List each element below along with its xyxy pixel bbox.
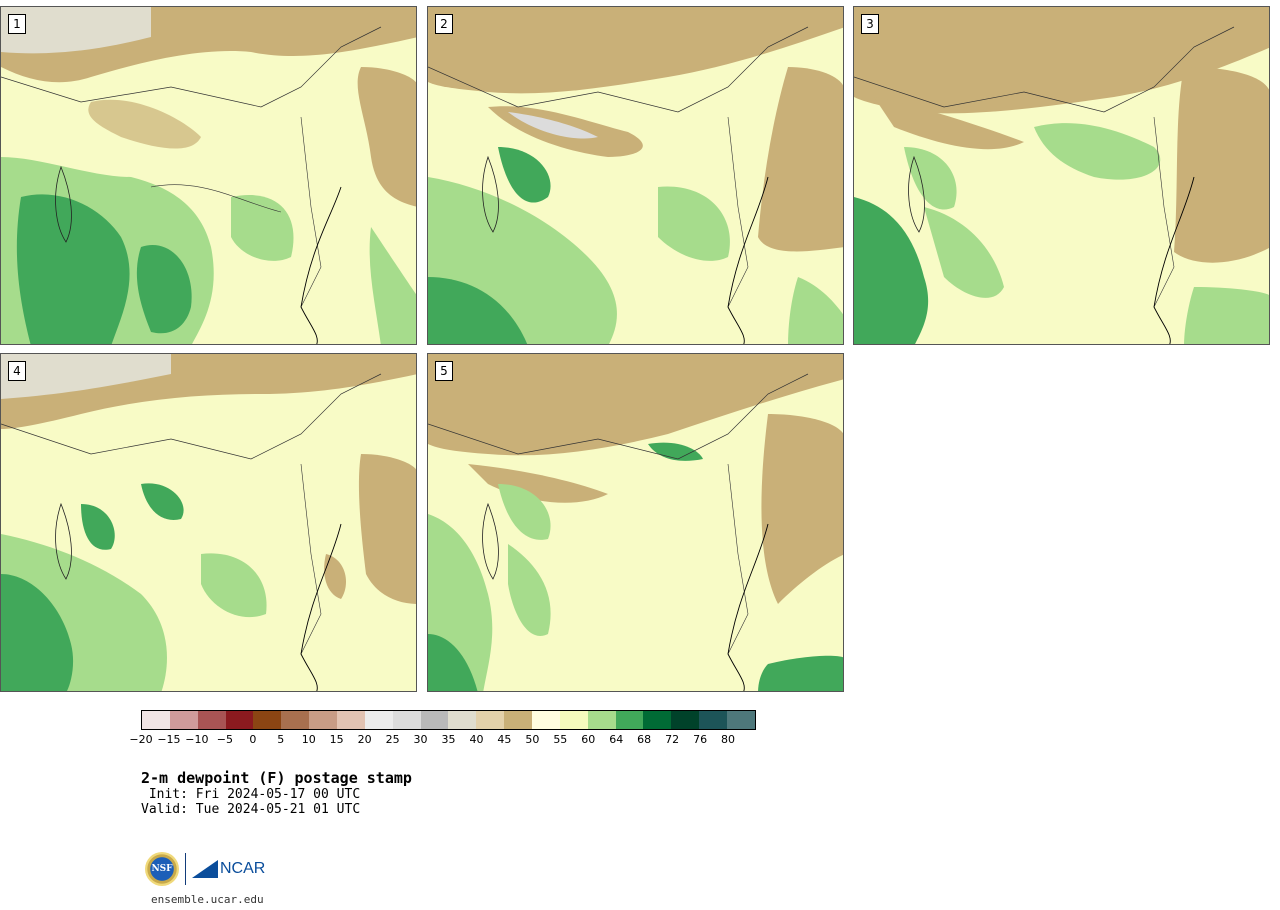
dewpoint-map-1 — [1, 7, 416, 344]
ensemble-member-panel-4: 4 — [0, 353, 417, 692]
colorbar-swatch — [615, 711, 644, 729]
colorbar-tick-label: 68 — [637, 733, 652, 746]
ncar-mark-icon — [192, 860, 218, 878]
colorbar-swatch — [532, 711, 560, 729]
valid-time: Valid: Tue 2024-05-21 01 UTC — [141, 802, 361, 817]
site-url: ensemble.ucar.edu — [151, 893, 264, 906]
colorbar-tick-label: 10 — [301, 733, 316, 746]
ensemble-member-panel-1: 1 — [0, 6, 417, 345]
nsf-logo: NSF — [145, 852, 179, 886]
panel-label: 5 — [435, 361, 453, 381]
dewpoint-map-4 — [1, 354, 416, 691]
colorbar-tick-label: 0 — [249, 733, 257, 746]
ncar-wordmark: NCAR — [220, 860, 266, 877]
colorbar-tick-label: 76 — [693, 733, 708, 746]
ncar-logo: NCAR — [192, 860, 265, 878]
colorbar-tick-label: 80 — [721, 733, 736, 746]
colorbar-swatch — [420, 711, 449, 729]
colorbar-swatch — [225, 711, 254, 729]
panel-label: 4 — [8, 361, 26, 381]
colorbar-tick-label: 25 — [385, 733, 400, 746]
colorbar-swatch — [476, 711, 505, 729]
colorbar-tick-labels: −20 −15 −10 −5 0 5 10 15 20 25 30 35 40 45 50 55 60 64 68 7… — [0, 733, 800, 747]
colorbar-tick-label: 45 — [497, 733, 512, 746]
colorbar-tick-label: 64 — [609, 733, 624, 746]
colorbar-swatch — [699, 711, 728, 729]
ensemble-member-panel-5: 5 — [427, 353, 844, 692]
colorbar-swatch — [727, 711, 755, 729]
colorbar-tick-label: 5 — [277, 733, 285, 746]
colorbar-tick-label: 55 — [553, 733, 568, 746]
colorbar-swatch — [448, 711, 477, 729]
colorbar-tick-label: 15 — [329, 733, 344, 746]
colorbar-swatch — [643, 711, 672, 729]
panel-label: 2 — [435, 14, 453, 34]
colorbar-tick-label: 30 — [413, 733, 428, 746]
colorbar-swatch — [364, 711, 393, 729]
colorbar-swatch — [504, 711, 533, 729]
colorbar-swatch — [142, 711, 170, 729]
colorbar-swatch — [671, 711, 700, 729]
dewpoint-map-2 — [428, 7, 843, 344]
colorbar-tick-label: 40 — [469, 733, 484, 746]
colorbar-tick-label: 50 — [525, 733, 540, 746]
dewpoint-map-3 — [854, 7, 1269, 344]
colorbar-swatch — [559, 711, 588, 729]
colorbar-swatch — [281, 711, 310, 729]
colorbar-swatch — [337, 711, 365, 729]
ensemble-member-panel-3: 3 — [853, 6, 1270, 345]
colorbar-tick-label: −20 — [129, 733, 153, 746]
sponsor-logos: NSF NCAR — [145, 852, 265, 886]
panel-label: 3 — [861, 14, 879, 34]
colorbar-swatch — [169, 711, 198, 729]
colorbar-tick-label: −15 — [157, 733, 181, 746]
colorbar-tick-label: −5 — [216, 733, 233, 746]
colorbar-swatch — [253, 711, 282, 729]
logo-divider — [185, 853, 186, 885]
colorbar-tick-label: 72 — [665, 733, 680, 746]
colorbar-swatch — [392, 711, 421, 729]
dewpoint-map-5 — [428, 354, 843, 691]
ensemble-member-panel-2: 2 — [427, 6, 844, 345]
colorbar-swatch — [309, 711, 338, 729]
dewpoint-colorbar — [141, 710, 756, 730]
init-time: Init: Fri 2024-05-17 00 UTC — [141, 787, 361, 802]
colorbar-swatch — [197, 711, 226, 729]
colorbar-tick-label: 20 — [357, 733, 372, 746]
panel-label: 1 — [8, 14, 26, 34]
colorbar-tick-label: −10 — [185, 733, 209, 746]
colorbar-tick-label: 35 — [441, 733, 456, 746]
colorbar-tick-label: 60 — [581, 733, 596, 746]
colorbar-swatch — [587, 711, 616, 729]
chart-title: 2-m dewpoint (F) postage stamp — [141, 769, 412, 787]
